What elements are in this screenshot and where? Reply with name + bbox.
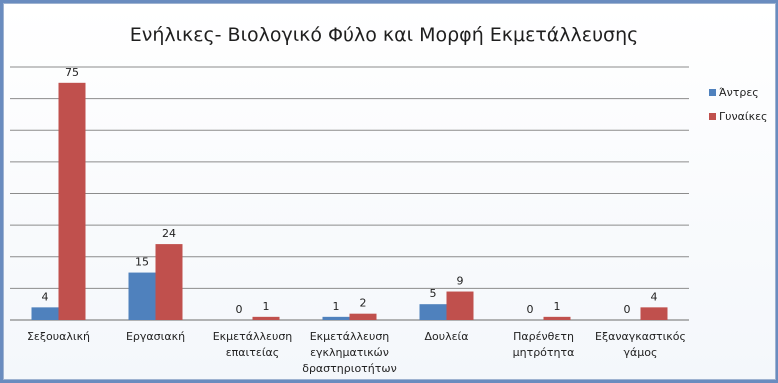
bars — [31, 82, 668, 320]
data-label: 0 — [527, 303, 534, 316]
legend: Άντρες Γυναίκες — [709, 86, 768, 123]
data-label: 1 — [554, 300, 561, 313]
data-label: 0 — [624, 303, 631, 316]
data-label: 4 — [651, 290, 658, 303]
bar-men-4 — [419, 304, 447, 320]
chart-frame: Ενήλικες- Βιολογικό Φύλο και Μορφή Εκμετ… — [3, 3, 776, 380]
bar-men-1 — [128, 272, 156, 320]
bar-women-2 — [252, 316, 280, 320]
bar-chart: Ενήλικες- Βιολογικό Φύλο και Μορφή Εκμετ… — [10, 24, 768, 375]
bar-women-5 — [543, 316, 571, 320]
chart-title: Ενήλικες- Βιολογικό Φύλο και Μορφή Εκμετ… — [130, 24, 639, 46]
data-label: 75 — [65, 66, 79, 79]
data-label: 9 — [457, 275, 464, 288]
bar-women-1 — [155, 244, 183, 320]
legend-label: Άντρες — [719, 86, 759, 99]
data-label: 5 — [430, 287, 437, 300]
legend-label: Γυναίκες — [719, 110, 768, 123]
bar-men-0 — [31, 307, 59, 320]
data-label: 4 — [42, 290, 49, 303]
bar-women-3 — [349, 313, 377, 320]
bar-women-6 — [640, 307, 668, 320]
category-labels: Σεξουαλική Εργασιακή Εκμετάλλευση επαιτείας… — [27, 330, 686, 375]
category-label: Παρένθετη — [513, 330, 574, 343]
bar-men-3 — [322, 316, 350, 320]
category-label: δραστηριοτήτων — [302, 362, 397, 375]
category-label: Εκμετάλλευση — [310, 330, 390, 343]
category-label: εγκληματικών — [310, 346, 389, 359]
category-label: Δουλεία — [424, 330, 468, 343]
category-label: Εργασιακή — [126, 330, 185, 343]
legend-swatch — [709, 89, 716, 96]
category-label: Σεξουαλική — [27, 330, 90, 343]
data-label: 1 — [263, 300, 270, 313]
legend-swatch — [709, 113, 716, 120]
data-label: 15 — [135, 256, 149, 269]
data-label: 24 — [162, 227, 176, 240]
category-label: γάμος — [624, 346, 658, 359]
data-label: 2 — [360, 297, 367, 310]
category-label: επαιτείας — [226, 346, 280, 359]
data-labels: 4 75 15 24 0 1 1 2 5 9 0 1 0 4 — [42, 66, 658, 316]
bar-women-0 — [58, 82, 86, 320]
bar-women-4 — [446, 291, 474, 320]
category-label: μητρότητα — [513, 346, 575, 359]
data-label: 0 — [236, 303, 243, 316]
gridlines — [10, 66, 689, 321]
data-label: 1 — [333, 300, 340, 313]
category-label: Εκμετάλλευση — [213, 330, 293, 343]
category-label: Εξαναγκαστικός — [595, 330, 686, 343]
